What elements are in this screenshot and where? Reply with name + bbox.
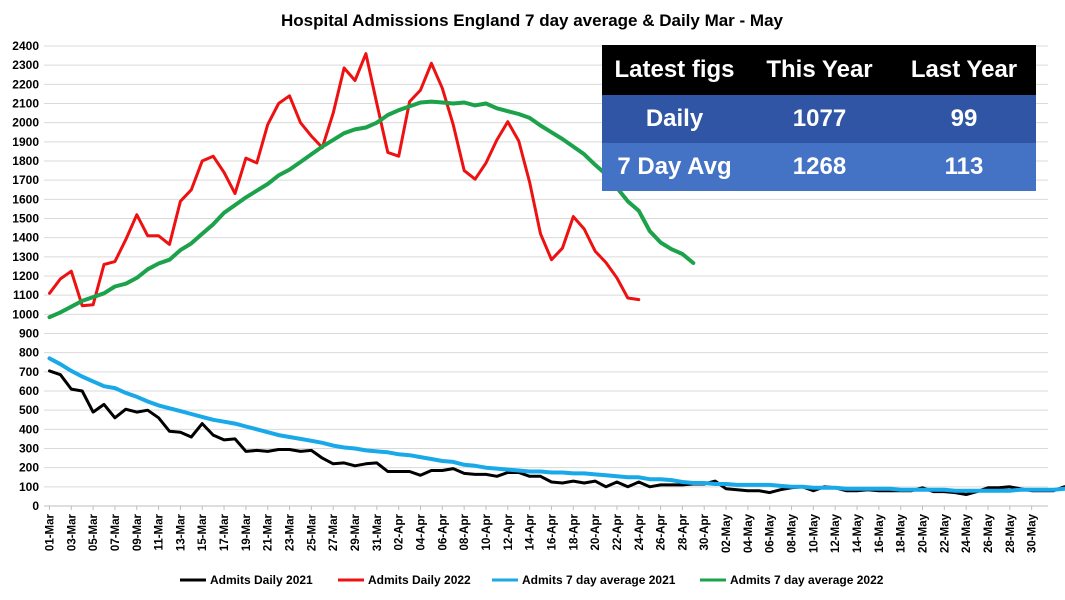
x-tick-label: 02-May [721,513,733,553]
x-tick-label: 01-Mar [44,513,56,551]
x-tick-label: 25-Mar [306,513,318,551]
x-tick-label: 24-May [961,513,973,553]
x-tick-label: 14-Apr [525,513,537,550]
latest-figs-table: Latest figs This Year Last Year Daily 10… [602,45,1036,191]
x-tick-label: 24-Apr [634,513,646,550]
y-tick-label: 1900 [12,135,39,149]
x-tick-label: 26-May [983,513,995,553]
row-this-year: 1268 [747,143,892,191]
y-tick-label: 0 [32,499,39,513]
row-label: Daily [602,95,747,143]
y-tick-label: 1600 [12,192,39,206]
y-tick-label: 1700 [12,173,39,187]
x-tick-label: 20-Apr [590,513,602,550]
y-tick-label: 2400 [12,39,39,53]
header-latest-figs: Latest figs [602,45,747,95]
y-tick-label: 700 [19,365,39,379]
series-line-3 [47,356,1065,493]
x-tick-label: 28-May [1005,513,1017,553]
row-label: 7 Day Avg [602,143,747,191]
x-tick-label: 18-Apr [568,513,580,550]
x-tick-label: 04-May [743,513,755,553]
latest-figs-row-7day: 7 Day Avg 1268 113 [602,143,1036,191]
x-tick-label: 14-May [852,513,864,553]
y-tick-label: 1200 [12,269,39,283]
y-tick-label: 2000 [12,116,39,130]
x-tick-label: 18-May [896,513,908,553]
x-tick-label: 10-Apr [481,513,493,550]
legend-label: Admits 7 day average 2021 [522,573,676,587]
y-tick-label: 100 [19,480,39,494]
x-tick-label: 26-Apr [656,513,668,550]
x-tick-label: 11-Mar [154,513,166,550]
x-tick-label: 30-Apr [699,513,711,550]
series-group [47,52,1065,496]
y-tick-label: 2200 [12,77,39,91]
y-tick-label: 2100 [12,97,39,111]
y-tick-label: 600 [19,384,39,398]
x-tick-label: 06-Apr [437,513,449,550]
x-axis: 01-Mar 03-Mar 05-Mar 07-Mar 09-Mar 11-Mar 13-M… [44,506,1039,553]
x-tick-label: 27-Mar [328,513,340,551]
latest-figs-row-daily: Daily 1077 99 [602,95,1036,143]
x-tick-label: 15-Mar [197,513,209,551]
legend-label: Admits Daily 2021 [210,573,313,587]
x-tick-label: 22-Apr [612,513,624,550]
x-tick-label: 31-Mar [372,513,384,551]
row-this-year: 1077 [747,95,892,143]
x-tick-label: 20-May [918,513,930,553]
x-tick-label: 08-Apr [459,513,471,550]
legend-label: Admits 7 day average 2022 [730,573,884,587]
y-tick-label: 1400 [12,231,39,245]
x-tick-label: 23-Mar [285,513,297,551]
y-tick-label: 1100 [13,288,39,302]
y-tick-label: 1300 [12,250,39,264]
legend: Admits Daily 2021 Admits Daily 2022 Admits… [180,573,884,587]
x-tick-label: 07-Mar [110,513,122,551]
x-tick-label: 19-Mar [241,513,253,551]
x-tick-label: 09-Mar [132,513,144,551]
x-tick-label: 22-May [939,513,951,553]
series-line-4 [47,99,696,320]
header-this-year: This Year [747,45,892,95]
y-tick-label: 1000 [12,307,39,321]
latest-figs-header-row: Latest figs This Year Last Year [602,45,1036,95]
x-tick-label: 16-Apr [546,513,558,550]
y-tick-label: 300 [19,442,39,456]
x-tick-label: 08-May [787,513,799,553]
y-tick-label: 2300 [12,58,39,72]
row-last-year: 113 [892,143,1036,191]
x-tick-label: 16-May [874,513,886,553]
y-tick-label: 1800 [12,154,39,168]
y-tick-label: 400 [19,422,39,436]
y-tick-label: 900 [19,327,39,341]
y-tick-label: 1500 [12,212,39,226]
chart-title: Hospital Admissions England 7 day averag… [281,11,784,30]
x-tick-label: 06-May [765,513,777,553]
legend-label: Admits Daily 2022 [368,573,471,587]
x-tick-label: 02-Apr [394,513,406,550]
series-line-2 [48,52,641,308]
header-last-year: Last Year [892,45,1036,95]
y-tick-label: 800 [19,346,39,360]
x-tick-label: 05-Mar [88,513,100,551]
x-tick-label: 12-May [830,513,842,553]
x-tick-label: 17-Mar [219,513,231,551]
y-tick-label: 500 [19,403,39,417]
x-tick-label: 28-Apr [677,513,689,550]
row-last-year: 99 [892,95,1036,143]
x-tick-label: 04-Apr [416,513,428,550]
series-line-1 [48,369,1065,496]
x-tick-label: 03-Mar [66,513,78,551]
x-tick-label: 10-May [808,513,820,553]
y-axis: 0 100 200 300 400 500 600 700 800 900 1000 1100 1200… [12,39,39,513]
x-tick-label: 13-Mar [175,513,187,551]
x-tick-label: 21-Mar [263,513,275,551]
x-tick-label: 29-Mar [350,513,362,551]
x-tick-label: 30-May [1027,513,1039,553]
y-tick-label: 200 [19,461,39,475]
x-tick-label: 12-Apr [503,513,515,550]
